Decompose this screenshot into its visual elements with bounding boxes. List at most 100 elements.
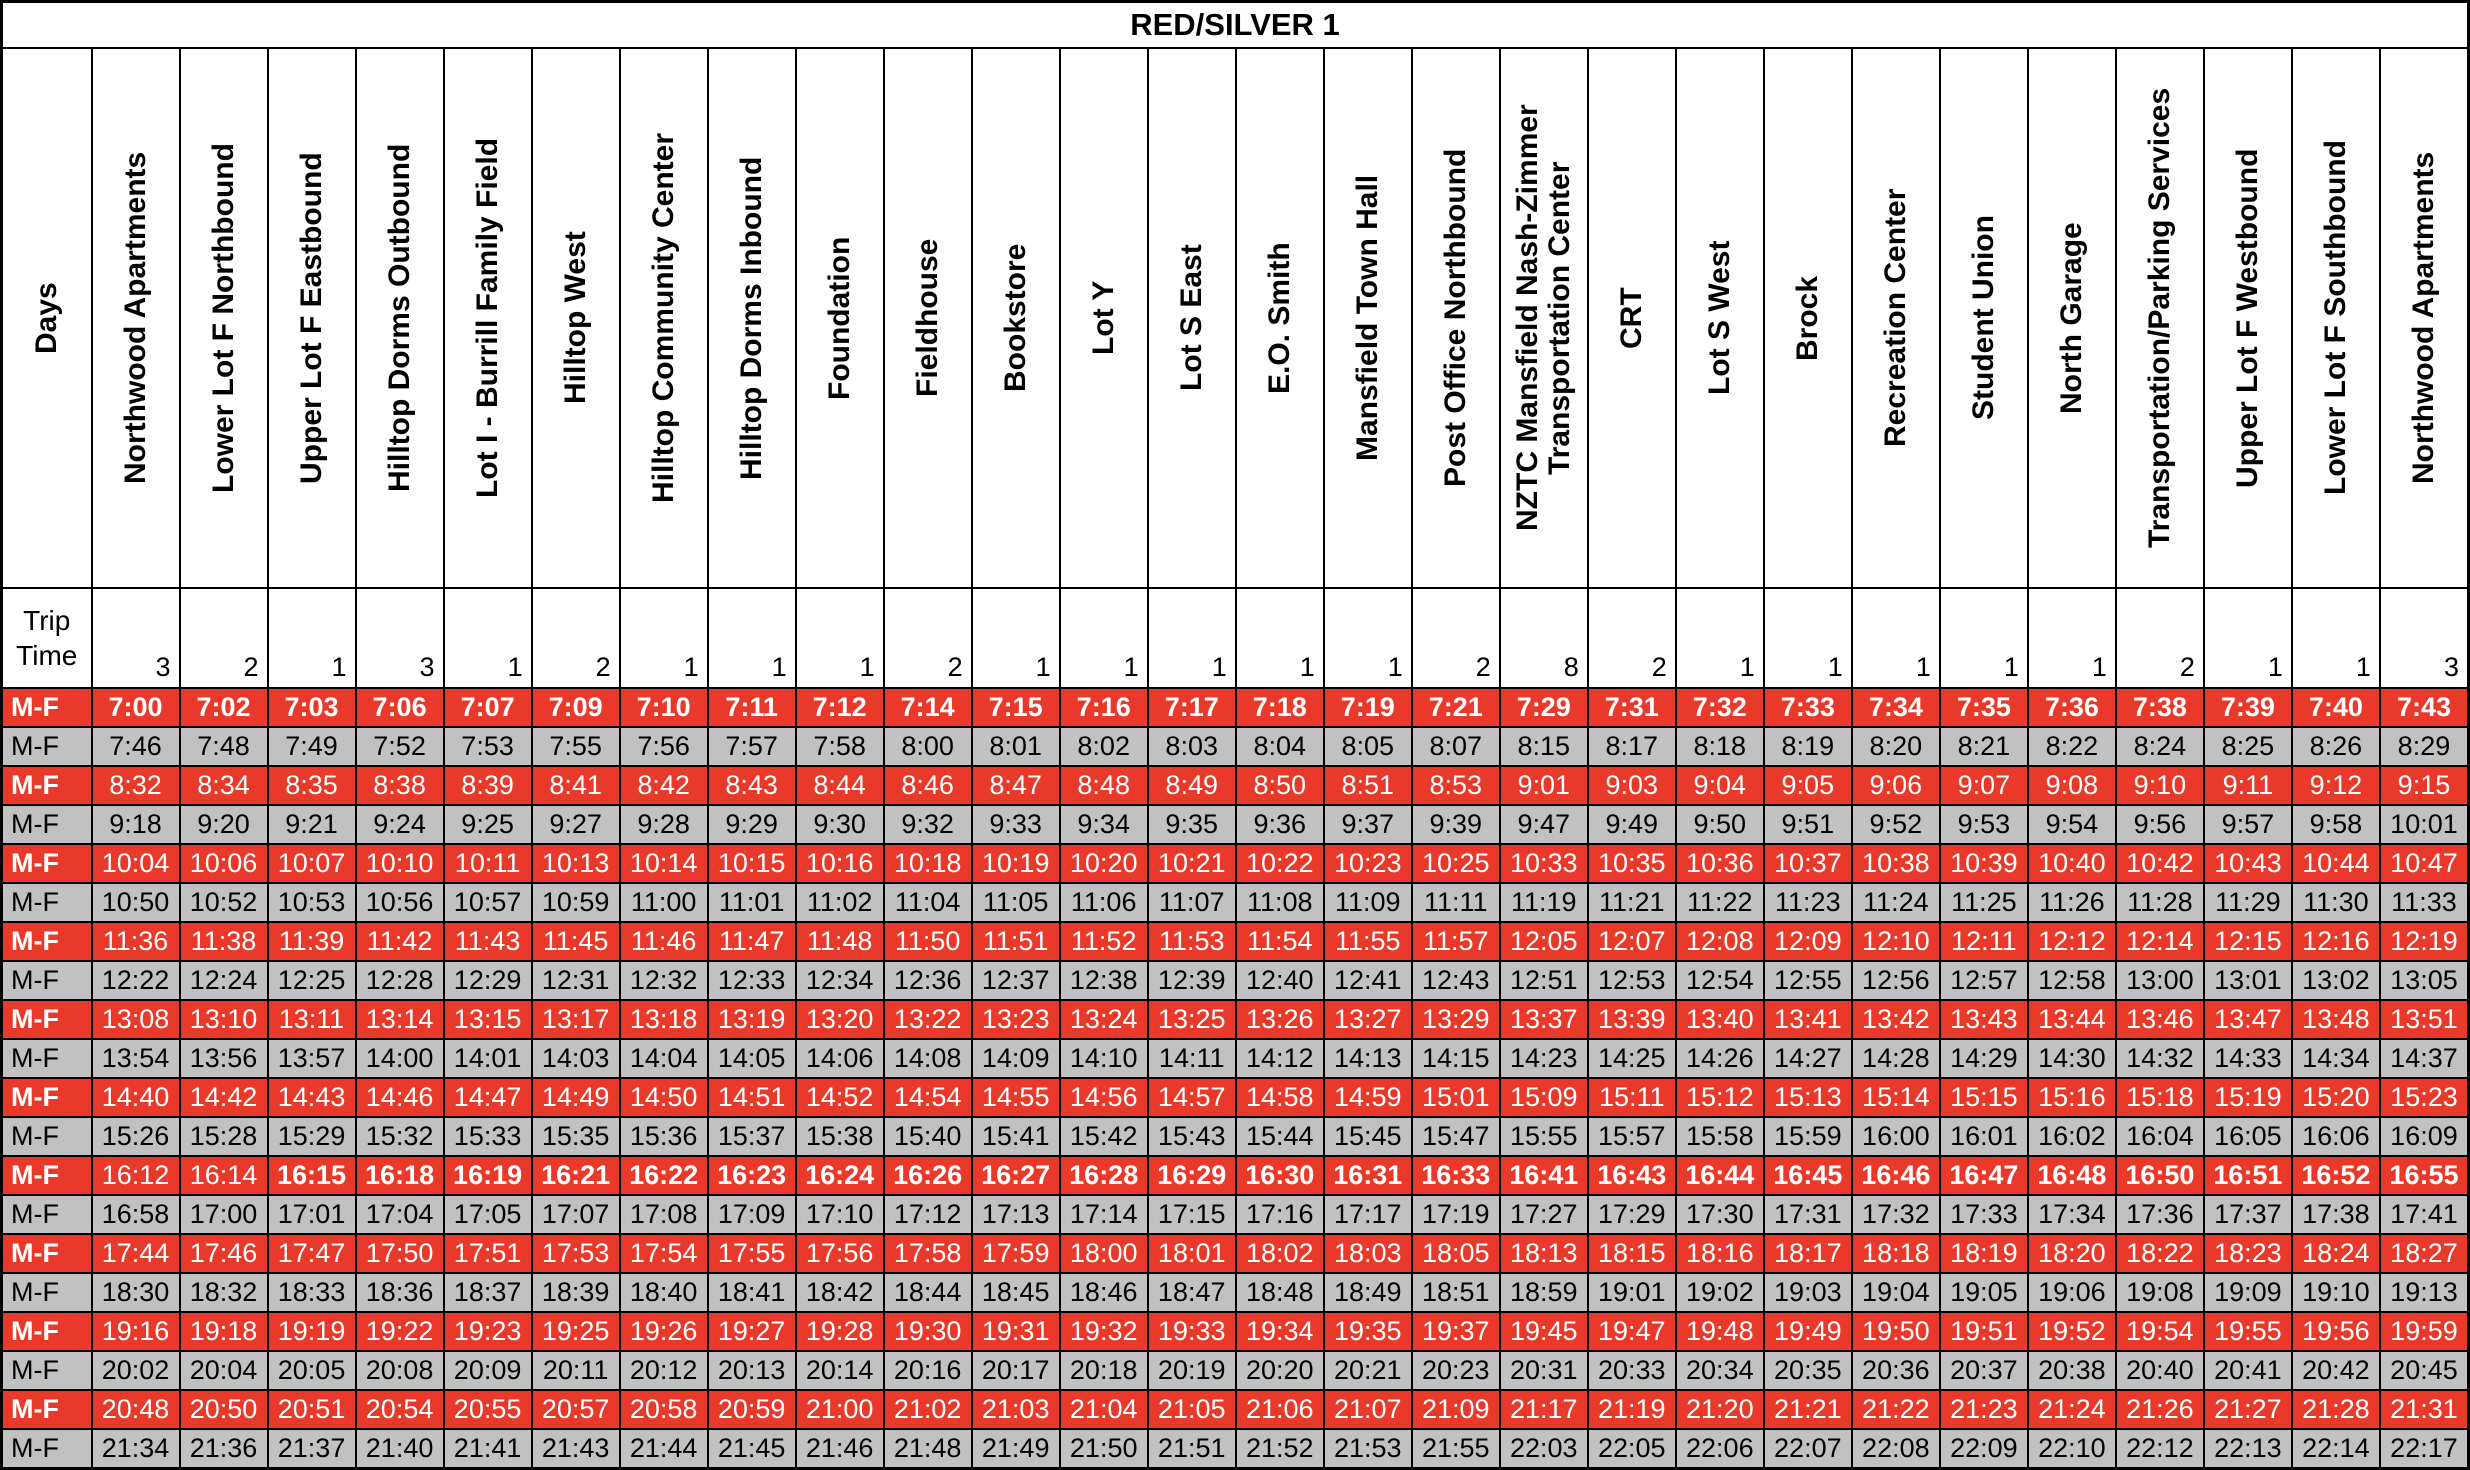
time-cell: 8:03 (1146, 726, 1237, 767)
time-cell: 17:30 (1674, 1194, 1765, 1235)
time-cell: 15:23 (2378, 1077, 2470, 1118)
schedule-row: M-F 13:08 13:10 13:11 13:14 13:15 13:17 13:18 13… (0, 999, 2470, 1040)
time-cell: 11:28 (2114, 882, 2205, 923)
time-cell: 14:49 (530, 1077, 621, 1118)
time-cell: 14:05 (706, 1038, 797, 1079)
time-cell: 14:42 (178, 1077, 269, 1118)
time-cell: 18:37 (442, 1272, 533, 1313)
time-cell: 18:15 (1586, 1233, 1677, 1274)
stop-name: Lot I - Burrill Family Field (470, 137, 504, 499)
time-cell: 9:28 (618, 804, 709, 845)
time-cell: 10:36 (1674, 843, 1765, 884)
time-cell: 9:35 (1146, 804, 1237, 845)
schedule-row: M-F 12:22 12:24 12:25 12:28 12:29 12:31 12:32 12… (0, 960, 2470, 1001)
time-cell: 8:50 (1234, 765, 1325, 806)
time-cell: 18:01 (1146, 1233, 1237, 1274)
time-cell: 16:28 (1058, 1155, 1149, 1196)
stop-name: Northwood Apartments (118, 151, 152, 485)
trip-time-minutes: 1 (1146, 587, 1237, 689)
time-cell: 18:32 (178, 1272, 269, 1313)
time-cell: 9:57 (2202, 804, 2293, 845)
time-cell: 7:36 (2026, 687, 2117, 728)
time-cell: 7:16 (1058, 687, 1149, 728)
time-cell: 18:03 (1322, 1233, 1413, 1274)
trip-time-minutes: 3 (90, 587, 181, 689)
time-cell: 17:12 (882, 1194, 973, 1235)
time-cell: 8:42 (618, 765, 709, 806)
time-cell: 8:05 (1322, 726, 1413, 767)
time-cell: 20:12 (618, 1350, 709, 1391)
stop-column-header: Lot Y (1058, 47, 1149, 589)
time-cell: 21:55 (1410, 1428, 1501, 1470)
time-cell: 7:12 (794, 687, 885, 728)
time-cell: 7:33 (1762, 687, 1853, 728)
days-cell: M-F (0, 1077, 93, 1118)
time-cell: 20:14 (794, 1350, 885, 1391)
time-cell: 21:50 (1058, 1428, 1149, 1470)
time-cell: 9:50 (1674, 804, 1765, 845)
time-cell: 11:33 (2378, 882, 2470, 923)
time-cell: 15:37 (706, 1116, 797, 1157)
schedule-row: M-F 15:26 15:28 15:29 15:32 15:33 15:35 15:36 15… (0, 1116, 2470, 1157)
time-cell: 16:09 (2378, 1116, 2470, 1157)
days-cell: M-F (0, 1038, 93, 1079)
time-cell: 10:16 (794, 843, 885, 884)
time-cell: 17:32 (1850, 1194, 1941, 1235)
trip-time-minutes: 1 (794, 587, 885, 689)
time-cell: 13:02 (2290, 960, 2381, 1001)
time-cell: 16:04 (2114, 1116, 2205, 1157)
time-cell: 15:13 (1762, 1077, 1853, 1118)
time-cell: 15:55 (1498, 1116, 1589, 1157)
time-cell: 10:10 (354, 843, 445, 884)
schedule-row: M-F 10:04 10:06 10:07 10:10 10:11 10:13 10:14 10… (0, 843, 2470, 884)
time-cell: 12:41 (1322, 960, 1413, 1001)
time-cell: 14:08 (882, 1038, 973, 1079)
time-cell: 13:48 (2290, 999, 2381, 1040)
time-cell: 7:39 (2202, 687, 2293, 728)
time-cell: 12:57 (1938, 960, 2029, 1001)
time-cell: 18:36 (354, 1272, 445, 1313)
time-cell: 7:21 (1410, 687, 1501, 728)
time-cell: 20:13 (706, 1350, 797, 1391)
time-cell: 19:50 (1850, 1311, 1941, 1352)
time-cell: 9:39 (1410, 804, 1501, 845)
time-cell: 22:06 (1674, 1428, 1765, 1470)
time-cell: 20:16 (882, 1350, 973, 1391)
time-cell: 15:32 (354, 1116, 445, 1157)
time-cell: 12:36 (882, 960, 973, 1001)
time-cell: 21:26 (2114, 1389, 2205, 1430)
time-cell: 11:29 (2202, 882, 2293, 923)
time-cell: 9:24 (354, 804, 445, 845)
time-cell: 13:01 (2202, 960, 2293, 1001)
time-cell: 11:52 (1058, 921, 1149, 962)
time-cell: 14:10 (1058, 1038, 1149, 1079)
time-cell: 20:17 (970, 1350, 1061, 1391)
time-cell: 7:46 (90, 726, 181, 767)
time-cell: 22:08 (1850, 1428, 1941, 1470)
time-cell: 20:35 (1762, 1350, 1853, 1391)
time-cell: 9:33 (970, 804, 1061, 845)
time-cell: 15:42 (1058, 1116, 1149, 1157)
time-cell: 22:17 (2378, 1428, 2470, 1470)
time-cell: 12:37 (970, 960, 1061, 1001)
time-cell: 19:48 (1674, 1311, 1765, 1352)
time-cell: 12:24 (178, 960, 269, 1001)
days-cell: M-F (0, 1389, 93, 1430)
time-cell: 10:44 (2290, 843, 2381, 884)
trip-time-minutes: 1 (2290, 587, 2381, 689)
time-cell: 14:26 (1674, 1038, 1765, 1079)
trip-time-minutes: 1 (618, 587, 709, 689)
time-cell: 11:46 (618, 921, 709, 962)
time-cell: 9:27 (530, 804, 621, 845)
time-cell: 8:53 (1410, 765, 1501, 806)
time-cell: 15:18 (2114, 1077, 2205, 1118)
time-cell: 20:36 (1850, 1350, 1941, 1391)
time-cell: 12:11 (1938, 921, 2029, 962)
time-cell: 13:44 (2026, 999, 2117, 1040)
time-cell: 14:00 (354, 1038, 445, 1079)
time-cell: 11:39 (266, 921, 357, 962)
schedule-row: M-F 16:12 16:14 16:15 16:18 16:19 16:21 16:22 16… (0, 1155, 2470, 1196)
stop-column-header: North Garage (2026, 47, 2117, 589)
time-cell: 14:55 (970, 1077, 1061, 1118)
